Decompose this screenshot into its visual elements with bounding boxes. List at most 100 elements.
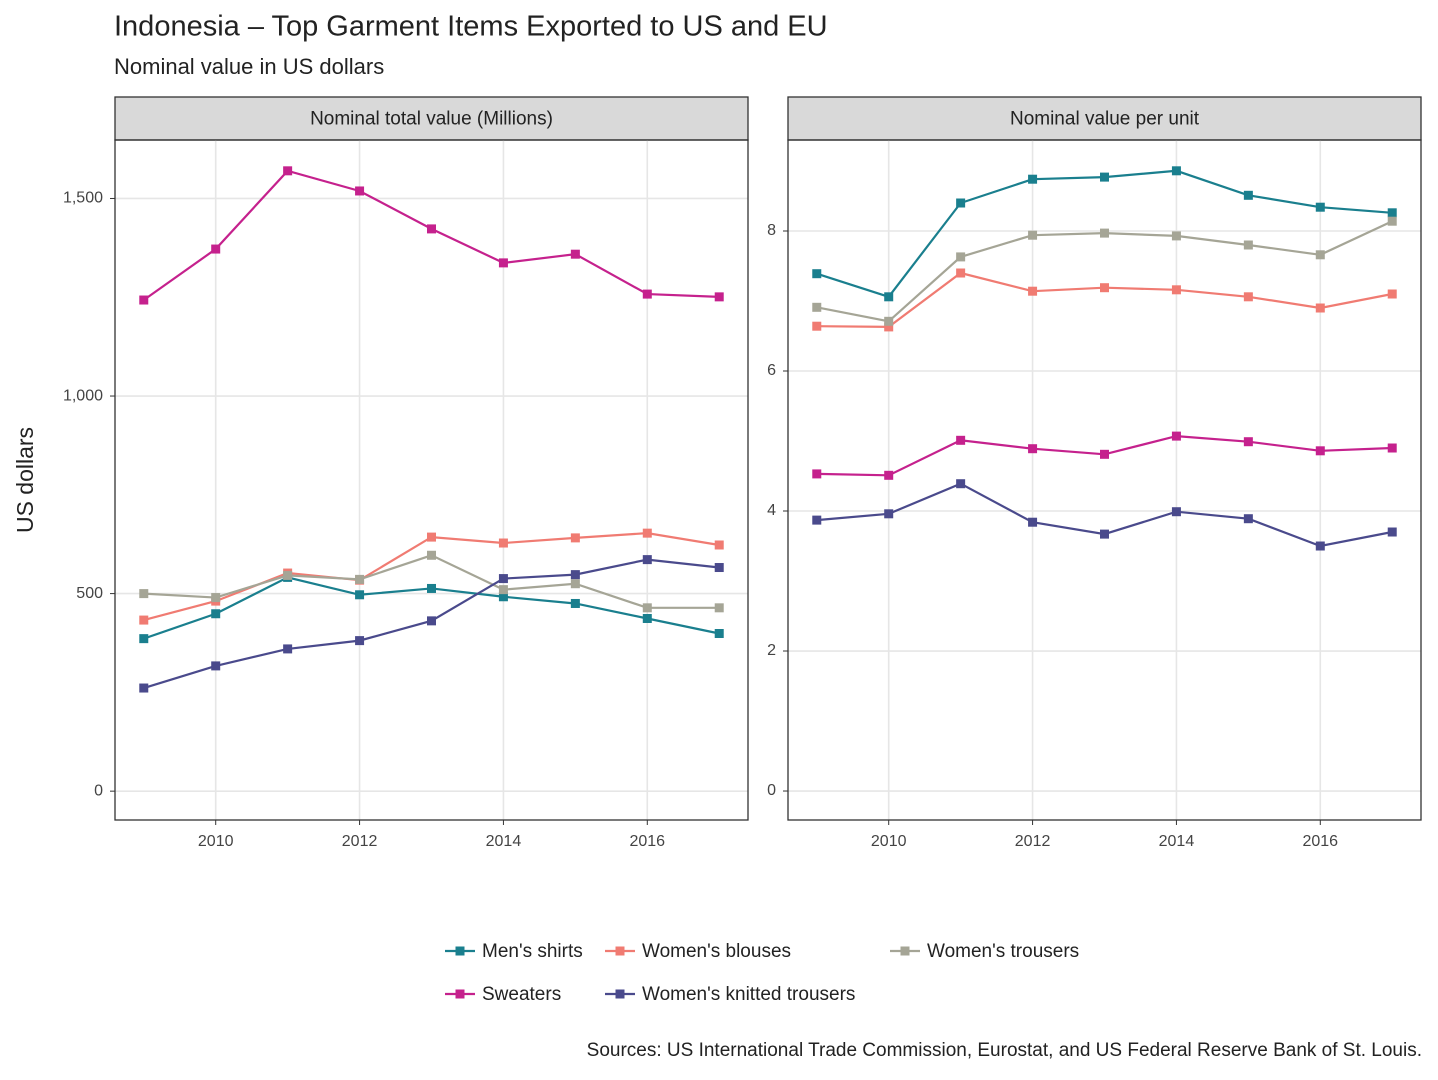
panel-title: Nominal value per unit [1010,109,1200,130]
data-point [1243,190,1253,200]
data-point [714,603,724,613]
x-tick-label: 2014 [1159,833,1195,850]
data-point [1243,437,1253,447]
data-point [1387,208,1397,218]
data-point [884,316,894,326]
data-point [884,292,894,302]
data-point [139,295,149,305]
data-point [355,186,365,196]
data-point [283,570,293,580]
series-line [143,169,720,301]
data-point [1028,174,1038,184]
data-point [642,528,652,538]
data-point [1171,231,1181,241]
data-point [139,634,149,644]
data-point [570,598,580,608]
legend-label: Women's knitted trousers [642,984,855,1005]
data-point [812,469,822,479]
data-point [1387,289,1397,299]
data-point [427,532,436,542]
data-point [956,479,966,489]
data-point [1100,449,1109,459]
data-point [714,292,724,302]
data-point [642,613,652,623]
legend-label: Men's shirts [482,941,583,962]
y-tick-label: 1,000 [63,387,103,404]
data-point [1315,446,1325,456]
data-point [498,258,508,268]
x-tick-label: 2016 [1302,833,1338,850]
data-point [1100,529,1109,539]
data-point [211,244,221,254]
data-point [139,589,149,599]
data-point [956,252,966,262]
data-point [956,198,966,208]
data-point [498,574,508,584]
legend-swatch [615,989,625,999]
x-tick-label: 2016 [629,833,665,850]
legend-swatch [615,946,625,956]
data-point [570,570,580,580]
legend-swatch [900,946,910,956]
data-point [211,661,221,671]
y-tick-label: 2 [767,642,776,659]
data-point [884,470,894,480]
data-point [1100,228,1109,238]
y-tick-label: 0 [94,782,103,799]
data-point [1387,443,1397,453]
data-point [283,166,293,176]
x-tick-label: 2010 [871,833,907,850]
series-line [816,271,1393,329]
data-point [1243,292,1253,302]
panel-border [114,139,749,821]
data-point [714,563,724,573]
data-point [355,590,365,600]
data-point [1171,285,1181,295]
x-tick-label: 2012 [342,833,378,850]
y-tick-label: 4 [767,502,776,519]
data-point [1243,514,1253,524]
data-point [1100,283,1109,293]
data-point [1100,172,1109,182]
data-point [1171,431,1181,441]
data-point [1028,230,1038,240]
data-point [812,515,822,525]
data-point [211,593,221,603]
legend-label: Sweaters [482,984,561,1005]
data-point [1028,517,1038,527]
data-point [570,579,580,589]
data-point [283,644,293,654]
x-tick-label: 2010 [198,833,234,850]
chart-subtitle: Nominal value in US dollars [114,54,384,79]
data-point [642,555,652,565]
data-point [1243,240,1253,250]
data-point [498,585,508,595]
data-point [139,683,149,693]
data-point [1387,527,1397,537]
data-point [427,224,436,234]
panel-border [787,139,1422,821]
data-point [570,533,580,543]
strip [114,96,749,141]
data-point [714,540,724,550]
data-point [1171,507,1181,517]
legend-swatch [455,946,465,956]
data-point [498,538,508,548]
y-tick-label: 8 [767,222,776,239]
data-point [427,616,436,626]
data-point [956,268,966,278]
data-point [355,574,365,584]
y-axis-label: US dollars [12,427,38,533]
x-tick-label: 2012 [1015,833,1051,850]
data-point [139,615,149,625]
data-point [1315,303,1325,313]
data-point [1315,250,1325,260]
data-point [355,636,365,646]
data-point [1028,286,1038,296]
x-tick-label: 2014 [486,833,522,850]
data-point [642,289,652,299]
data-point [812,302,822,312]
data-point [427,550,436,560]
data-point [1171,166,1181,176]
